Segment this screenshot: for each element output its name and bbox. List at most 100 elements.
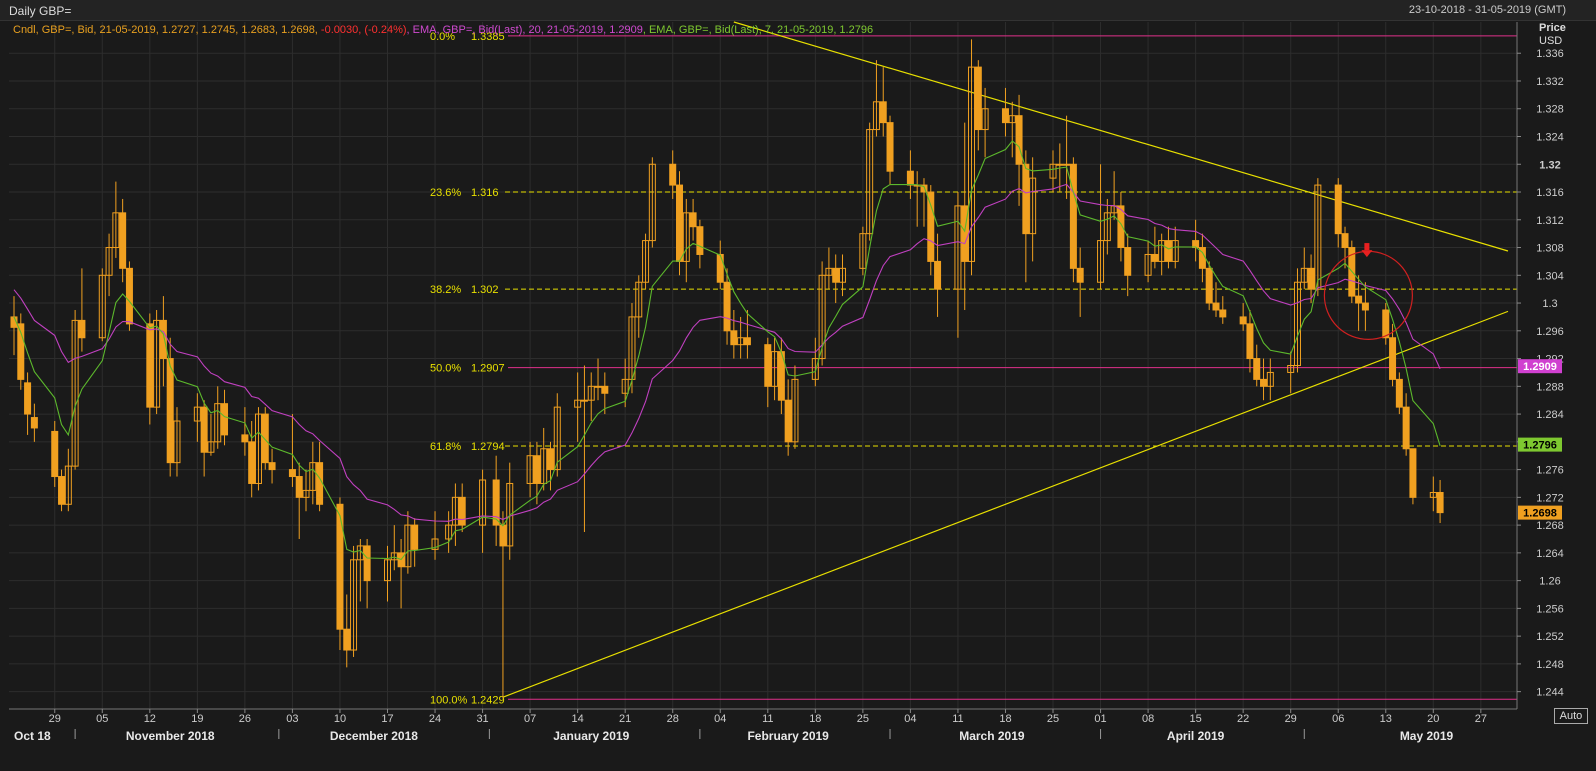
candle-body (574, 399, 582, 408)
candle-body (248, 441, 256, 484)
candle-body (811, 358, 819, 380)
candle-body (954, 205, 962, 290)
y-tick-label: 1.316 (1536, 187, 1564, 199)
x-month-label: May 2019 (1400, 729, 1454, 743)
info-segment: , EMA, GBP=, Bid(Last), 7, 21-05-2019, 1… (643, 24, 873, 36)
candle-body (1015, 115, 1023, 165)
x-day-label: 28 (667, 713, 679, 725)
candle-body (295, 476, 303, 498)
x-day-label: 29 (49, 713, 61, 725)
x-day-label: 08 (1142, 713, 1154, 725)
chart-window-title: Daily GBP= (9, 4, 72, 18)
candle-body (241, 434, 249, 443)
x-day-label: 15 (1189, 713, 1201, 725)
fib-percent-label: 23.6% (430, 187, 461, 199)
x-day-label: 11 (952, 713, 963, 725)
y-tick-label: 1.328 (1536, 104, 1564, 116)
candle-body (125, 267, 133, 325)
y-tick-label: 1.248 (1536, 659, 1564, 671)
candle-body (743, 337, 751, 346)
candle-body (1069, 163, 1077, 269)
y-axis: Price USD 1.244 1.248 1.252 1.256 1.26 1.264 1… (1517, 22, 1566, 699)
y-tick-label: 1.3 (1542, 298, 1557, 310)
x-day-label: 20 (1427, 713, 1439, 725)
candle-body (173, 420, 181, 464)
fib-value-label: 1.2794 (471, 441, 505, 453)
candle-body (1001, 108, 1009, 124)
candle-body (153, 319, 161, 408)
candle-body (119, 212, 127, 269)
candle-body (1389, 337, 1397, 380)
y-tick-label: 1.336 (1536, 48, 1564, 60)
candle-body (1239, 316, 1247, 325)
candle-body (1307, 267, 1315, 290)
candle-body (1049, 163, 1057, 179)
candle-body (1429, 491, 1437, 498)
x-day-label: 04 (904, 713, 916, 725)
ema-lines (13, 140, 1441, 561)
candle-body (479, 479, 487, 526)
candle-body (1205, 267, 1213, 304)
candle-body (1293, 281, 1301, 366)
x-day-label: 19 (191, 713, 203, 725)
y-tick-label: 1.308 (1536, 243, 1564, 255)
candle-body (404, 524, 412, 568)
ema-20-line (13, 183, 1441, 522)
title-bar: Daily GBP= 23-10-2018 - 31-05-2019 (GMT) (0, 0, 1596, 21)
y-tick-label: 1.296 (1536, 326, 1564, 338)
candle-body (784, 399, 792, 443)
candle-body (24, 382, 32, 415)
fib-percent-label: 61.8% (430, 441, 461, 453)
candle-body (309, 462, 317, 491)
candle-body (968, 66, 976, 262)
candle-body (730, 330, 738, 346)
candle-body (669, 163, 677, 186)
candle-body (356, 545, 364, 561)
candle-body (934, 260, 942, 290)
candle-body (343, 628, 351, 651)
candle-body (1382, 309, 1390, 339)
x-month-label: December 2018 (330, 729, 418, 743)
candle-body (350, 559, 358, 651)
fib-value-label: 1.302 (471, 284, 499, 296)
candle-body (642, 240, 650, 283)
candle-body (927, 191, 935, 262)
fib-value-label: 1.2907 (471, 363, 505, 375)
candle-body (261, 413, 269, 464)
candle-body (879, 101, 887, 124)
candle-body (737, 337, 745, 346)
x-month-label: November 2018 (126, 729, 215, 743)
price-marker-label: 1.2698 (1523, 508, 1557, 520)
y-axis-unit: USD (1539, 35, 1562, 47)
candle-body (363, 545, 371, 582)
candle-body (1117, 205, 1125, 249)
x-day-label: 31 (476, 713, 488, 725)
candle-body (288, 469, 296, 478)
ema-7-line (13, 140, 1441, 561)
candle-body (1056, 163, 1064, 166)
candle-body (1158, 240, 1166, 262)
x-day-label: 06 (1332, 713, 1344, 725)
candle-body (540, 448, 548, 484)
auto-scale-button[interactable]: Auto (1554, 708, 1588, 724)
info-segment: Cndl, GBP=, Bid, 21-05-2019, 1.2727, 1.2… (13, 24, 321, 36)
candle-body (1008, 115, 1016, 124)
candle-body (587, 385, 595, 401)
candle-body (1266, 371, 1274, 387)
candle-body (553, 406, 561, 471)
candle-body (268, 462, 276, 471)
candle-body (825, 267, 833, 276)
date-range-label: 23-10-2018 - 31-05-2019 (GMT) (1408, 4, 1566, 16)
candlestick-chart[interactable]: 0.0% 1.3385 23.6% 1.316 38.2% 1.302 50.0% 1.290… (0, 20, 1596, 771)
fib-value-label: 1.316 (471, 187, 499, 199)
x-day-label: 14 (572, 713, 584, 725)
x-day-label: 24 (429, 713, 441, 725)
candle-body (98, 274, 106, 339)
candle-body (112, 212, 120, 249)
candle-body (193, 406, 201, 422)
candle-body (1151, 253, 1159, 262)
y-tick-label: 1.276 (1536, 465, 1564, 477)
candle-body (696, 226, 704, 255)
candle-body (791, 378, 799, 443)
candle-body (635, 281, 643, 318)
